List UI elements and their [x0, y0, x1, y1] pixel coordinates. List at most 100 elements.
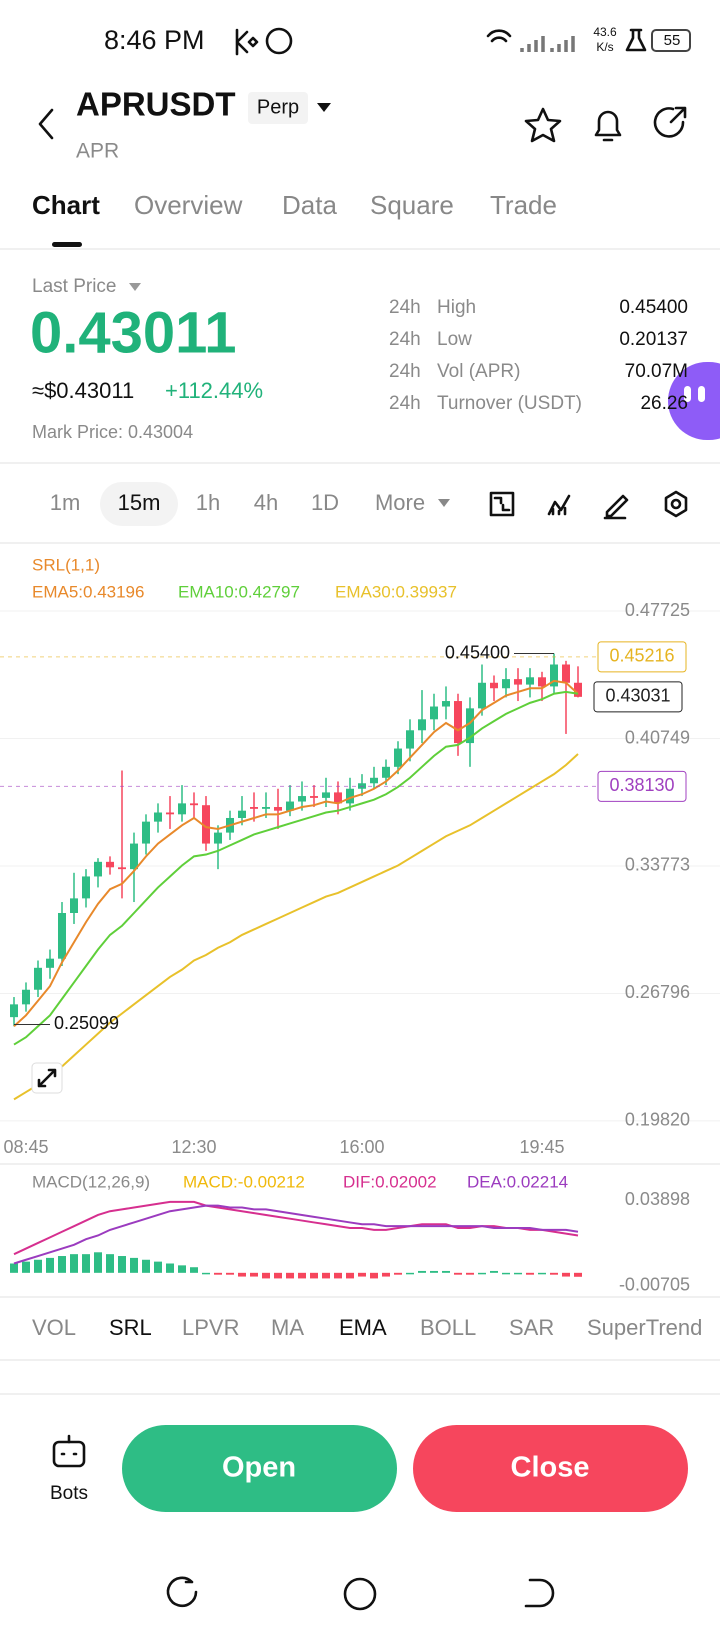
indicator-tab[interactable]: BOLL [420, 1315, 476, 1340]
more-dropdown[interactable] [438, 499, 450, 507]
bots-icon-detail[interactable] [60, 1434, 78, 1456]
candle-body [394, 748, 402, 767]
interval[interactable]: 15m [118, 490, 161, 515]
interval[interactable]: More [375, 490, 425, 515]
candle-body [502, 679, 510, 689]
indicator-tab[interactable]: EMA [339, 1315, 387, 1340]
macd-bar [502, 1272, 510, 1275]
bots-icon[interactable] [52, 1440, 86, 1468]
wifi-icon [486, 29, 512, 43]
macd-bar [574, 1272, 582, 1277]
candle-body [526, 677, 534, 685]
interval[interactable]: 4h [254, 490, 278, 515]
badge-bg[interactable] [248, 92, 308, 124]
close-button[interactable] [413, 1425, 688, 1512]
legend-entry: EMA5:0.43196 [32, 582, 144, 601]
macd-bar [298, 1272, 306, 1279]
stat-value: 70.07M [625, 361, 688, 382]
candle-body [34, 967, 42, 990]
stat-period: 24h [389, 361, 421, 382]
assistant-bubble[interactable] [668, 362, 720, 440]
close-label[interactable]: Close [511, 1452, 590, 1484]
macd-bar [166, 1263, 174, 1273]
last-price-label: Last Price [32, 276, 116, 297]
dropdown[interactable] [129, 283, 141, 291]
macd-bar [562, 1272, 570, 1277]
badge[interactable]: Perp [257, 96, 299, 118]
macd-bar [274, 1272, 282, 1279]
macd-bar [154, 1261, 162, 1273]
candle-body [178, 803, 186, 815]
indicator-tab[interactable]: MA [271, 1315, 304, 1340]
macd-bar [238, 1272, 246, 1277]
nav-recent[interactable] [166, 1576, 198, 1608]
candle-body [154, 812, 162, 822]
candle-body [370, 777, 378, 784]
alert-button[interactable] [594, 110, 622, 142]
macd-bar [262, 1272, 270, 1279]
macd-bar [226, 1272, 234, 1275]
settings-icon[interactable] [664, 490, 688, 518]
bots-label[interactable]: Bots [50, 1483, 88, 1504]
back-button[interactable] [38, 108, 54, 140]
macd-bar [406, 1272, 414, 1275]
tool-icon[interactable] [489, 491, 515, 517]
tab[interactable]: Overview [134, 190, 243, 220]
badge-dropdown[interactable] [317, 103, 331, 112]
macd-bar [94, 1252, 102, 1273]
candle-body [322, 792, 330, 798]
x-tick-label: 19:45 [519, 1137, 564, 1157]
settings-icon-dot[interactable] [670, 498, 682, 510]
assistant-eye[interactable] [684, 386, 691, 402]
interval[interactable]: 1m [50, 490, 81, 515]
x-tick-label: 08:45 [3, 1137, 48, 1157]
candle-body [466, 708, 474, 744]
tab[interactable]: Square [370, 190, 454, 220]
stat-label: Low [437, 329, 472, 350]
macd-bar [178, 1265, 186, 1273]
tab[interactable]: Data [282, 190, 337, 220]
tab[interactable]: Trade [490, 190, 557, 220]
price-tag [593, 681, 683, 713]
indicator-tab[interactable]: LPVR [182, 1315, 239, 1340]
lab-icon [625, 28, 647, 52]
battery-outline [651, 29, 691, 52]
last-price: 0.43011 [30, 300, 236, 365]
macd-bar [430, 1270, 438, 1273]
net-speed: 43.6 [593, 25, 617, 39]
interval[interactable]: 1D [311, 490, 339, 515]
candle-body [82, 876, 90, 899]
open-button[interactable] [122, 1425, 397, 1512]
indicator-tab[interactable]: SAR [509, 1315, 554, 1340]
indicator-tab[interactable]: VOL [32, 1315, 76, 1340]
macd-bar [214, 1272, 222, 1275]
candle-body [382, 766, 390, 778]
candle-body [574, 682, 582, 697]
legend-entry: DIF:0.02002 [343, 1172, 437, 1191]
app-icon [235, 28, 259, 56]
nav-back[interactable] [524, 1578, 555, 1608]
expand-icon[interactable] [37, 1068, 57, 1088]
favorite-button[interactable] [524, 107, 562, 143]
nav-home[interactable] [343, 1577, 377, 1611]
candle-body [430, 706, 438, 720]
assistant-eye[interactable] [698, 386, 705, 402]
open-label[interactable]: Open [222, 1452, 296, 1484]
macd-bar [538, 1272, 546, 1275]
indicator-icon[interactable] [547, 494, 571, 516]
indicator-tab[interactable]: SRL [109, 1315, 152, 1340]
macd-bar [454, 1272, 462, 1275]
draw-icon[interactable] [603, 494, 629, 520]
tab[interactable]: Chart [32, 190, 100, 220]
indicator-tab[interactable]: SuperTrend [587, 1315, 702, 1340]
candle-body [550, 664, 558, 687]
price-tag [597, 770, 687, 802]
y-tick-label: 0.19820 [625, 1110, 690, 1130]
stat-period: 24h [389, 297, 421, 318]
interval[interactable]: 1h [196, 490, 220, 515]
candle-body [346, 788, 354, 804]
macd-bar [34, 1259, 42, 1273]
share-button[interactable] [653, 106, 687, 138]
candle-body [274, 807, 282, 811]
stat-value: 0.45400 [619, 297, 688, 318]
